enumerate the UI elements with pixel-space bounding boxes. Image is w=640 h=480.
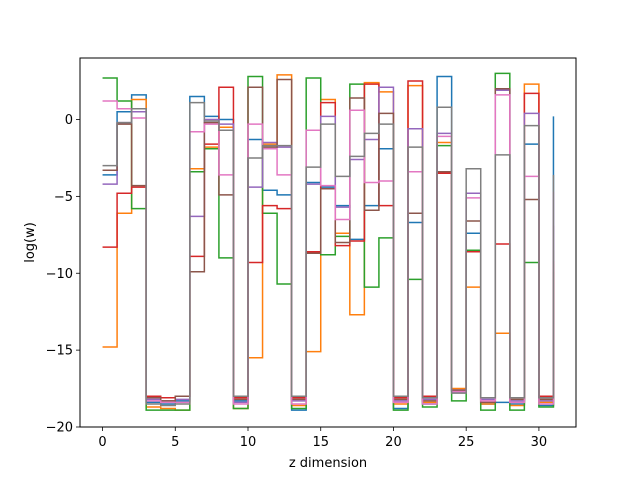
y-tick-label: −5 — [54, 190, 73, 205]
x-tick-label: 25 — [458, 435, 475, 450]
y-axis-label: log(w) — [23, 222, 38, 263]
x-tick-label: 5 — [171, 435, 179, 450]
plot-frame — [79, 57, 577, 428]
x-tick-label: 10 — [240, 435, 257, 450]
x-tick-label: 0 — [98, 435, 106, 450]
ticks-layer: 0 5 10 15 20 25 30 −20 −15 −10 −5 0 — [46, 113, 548, 450]
series-layer — [102, 72, 555, 411]
x-tick-label: 30 — [531, 435, 548, 450]
y-tick-label: 0 — [65, 113, 73, 128]
series-line-8 — [102, 101, 555, 407]
x-tick-label: 20 — [385, 435, 402, 450]
x-axis-label: z dimension — [289, 456, 367, 471]
x-tick-label: 15 — [312, 435, 329, 450]
y-tick-label: −15 — [46, 344, 73, 359]
y-tick-label: −20 — [46, 421, 73, 436]
y-tick-label: −10 — [46, 267, 73, 282]
